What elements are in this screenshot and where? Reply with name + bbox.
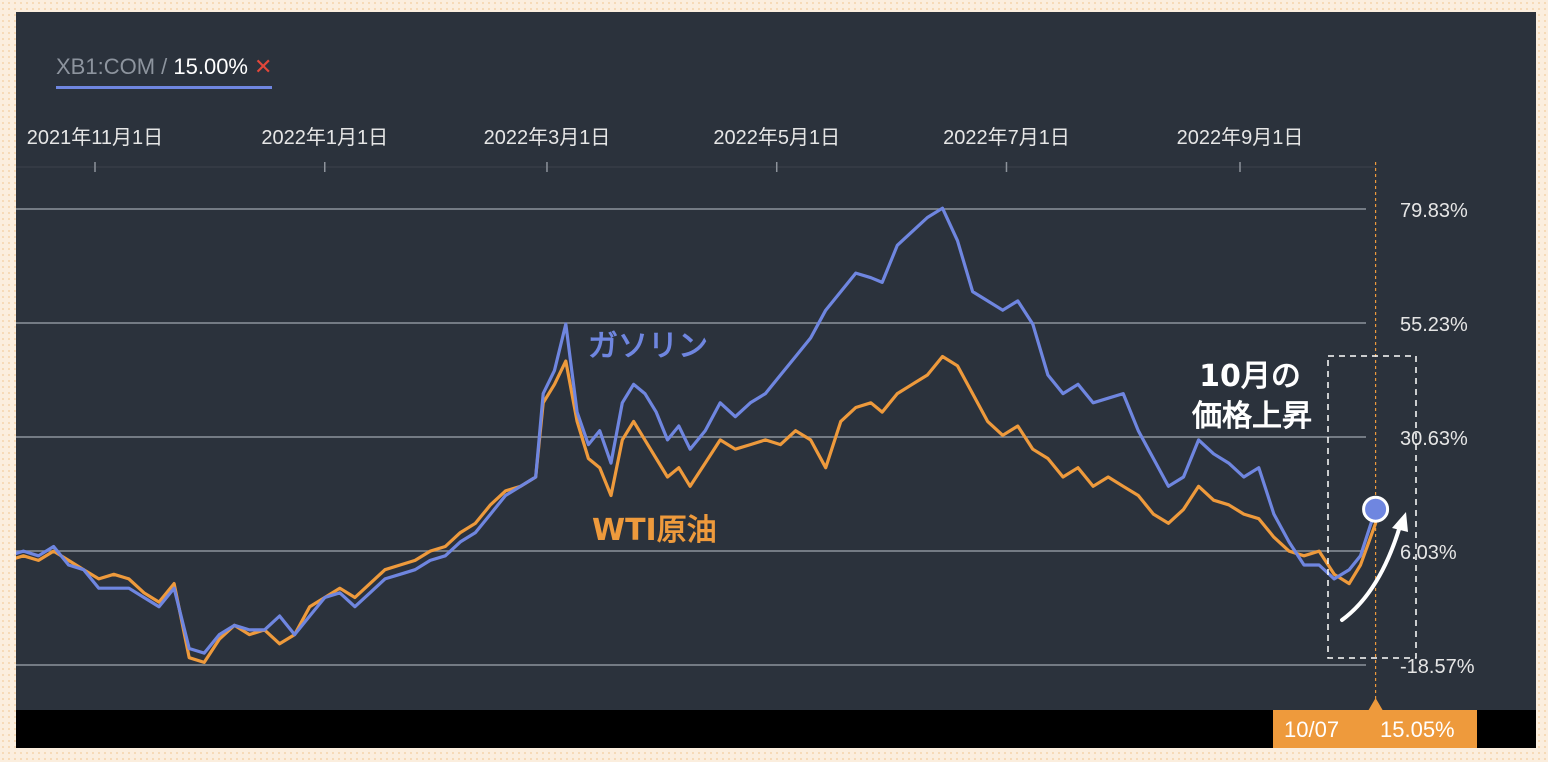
legend-value: 15.00% xyxy=(173,54,248,79)
rise-arrow-head xyxy=(1392,512,1408,532)
gasoline-label: ガソリン xyxy=(588,329,708,364)
gasoline-line xyxy=(16,206,1378,655)
wti-line xyxy=(16,354,1378,665)
y-tick-label: 55.23% xyxy=(1400,314,1468,336)
close-icon[interactable]: ✕ xyxy=(254,54,273,79)
annotation-line2: 価格上昇 xyxy=(1191,399,1312,434)
x-tick-label: 2022年1月1日 xyxy=(261,126,388,149)
annotation-line1: 10月の xyxy=(1199,359,1301,394)
y-tick-label: 6.03% xyxy=(1400,542,1457,564)
x-tick-label: 2022年3月1日 xyxy=(484,126,611,149)
rise-arrow xyxy=(1340,524,1402,622)
y-tick-label: 30.63% xyxy=(1400,428,1468,450)
x-tick-label: 2022年5月1日 xyxy=(713,126,840,149)
cursor-value: 15.05% xyxy=(1380,717,1455,742)
x-tick-label: 2021年11月1日 xyxy=(27,126,163,149)
legend-separator: / xyxy=(155,54,174,79)
line-chart: 79.83% 55.23% 30.63% 6.03% -18.57% 2021年11月1日… xyxy=(16,126,1477,748)
x-tick-label: 2022年9月1日 xyxy=(1177,126,1304,149)
y-tick-label: 79.83% xyxy=(1400,200,1468,222)
legend-symbol: XB1:COM xyxy=(56,54,156,79)
cursor-pointer xyxy=(1368,698,1383,710)
y-tick-label: -18.57% xyxy=(1400,656,1475,678)
annotation-box xyxy=(1327,355,1417,659)
cursor-readout-box xyxy=(1273,710,1477,748)
current-point-marker xyxy=(1362,495,1390,523)
cursor-date: 10/07 xyxy=(1284,717,1339,742)
chart-panel: XB1:COM / 15.00% ✕ 79.83% 55.23% 30.63% 6.03… xyxy=(16,12,1536,748)
x-tick-label: 2022年7月1日 xyxy=(943,126,1070,149)
wti-label: WTI原油 xyxy=(592,513,717,548)
series-legend[interactable]: XB1:COM / 15.00% ✕ xyxy=(56,54,273,89)
